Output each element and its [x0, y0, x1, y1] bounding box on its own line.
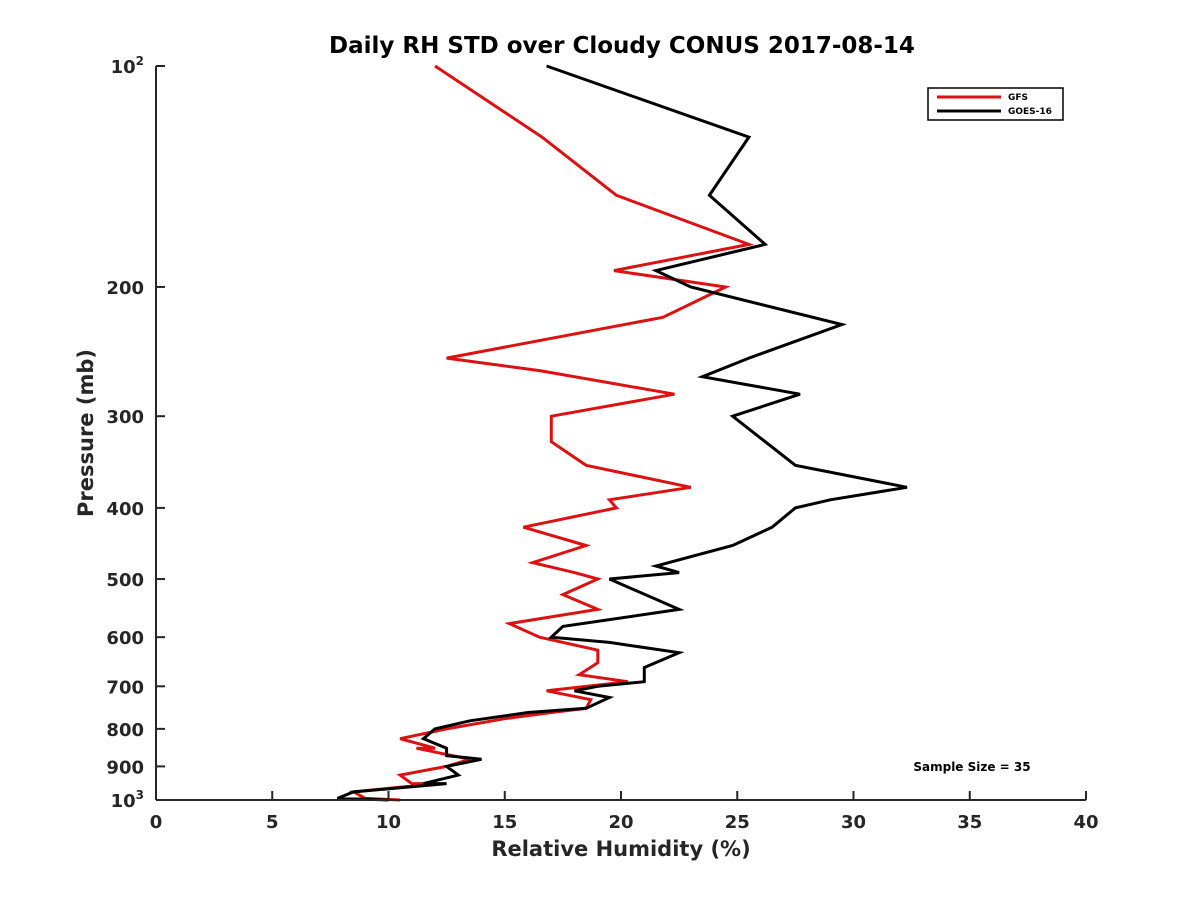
y-tick-exponent: 3	[136, 788, 144, 802]
y-tick-label-1000: 103	[111, 788, 144, 812]
x-tick-label-30: 30	[841, 812, 866, 833]
x-tick-label-5: 5	[266, 812, 279, 833]
y-tick-label-300: 300	[106, 407, 144, 428]
legend-box	[927, 87, 1064, 121]
y-tick-label-500: 500	[106, 570, 144, 591]
y-tick-label-100: 102	[111, 54, 144, 78]
y-tick-label-400: 400	[106, 499, 144, 520]
x-tick-label-25: 25	[725, 812, 750, 833]
legend-label-goes-16: GOES-16	[1008, 107, 1052, 117]
x-tick-label-40: 40	[1073, 812, 1098, 833]
y-tick-base: 10	[111, 57, 136, 78]
y-tick-label-700: 700	[106, 677, 144, 698]
x-tick-label-10: 10	[376, 812, 401, 833]
y-axis-label: Pressure (mb)	[74, 349, 98, 517]
x-axis-label: Relative Humidity (%)	[491, 837, 750, 861]
x-tick-label-20: 20	[608, 812, 633, 833]
chart-title: Daily RH STD over Cloudy CONUS 2017-08-1…	[329, 33, 915, 59]
y-tick-base: 10	[111, 791, 136, 812]
legend-label-gfs: GFS	[1008, 93, 1028, 103]
sample-size-annotation: Sample Size = 35	[913, 760, 1030, 774]
x-tick-label-15: 15	[492, 812, 517, 833]
series-line-gfs	[348, 64, 755, 802]
x-tick-label-35: 35	[957, 812, 982, 833]
y-tick-label-800: 800	[106, 720, 144, 741]
y-tick-label-600: 600	[106, 628, 144, 649]
x-tick-label-0: 0	[150, 812, 163, 833]
x-ticks: 0 5 10 15 20 25 30 35 40	[150, 791, 1099, 833]
series-line-goes-16	[336, 64, 908, 802]
plot-lines	[336, 64, 908, 802]
y-tick-exponent: 2	[136, 54, 144, 68]
legend: GFS GOES-16	[927, 87, 1064, 121]
y-tick-label-900: 900	[106, 757, 144, 778]
y-tick-label-200: 200	[106, 278, 144, 299]
